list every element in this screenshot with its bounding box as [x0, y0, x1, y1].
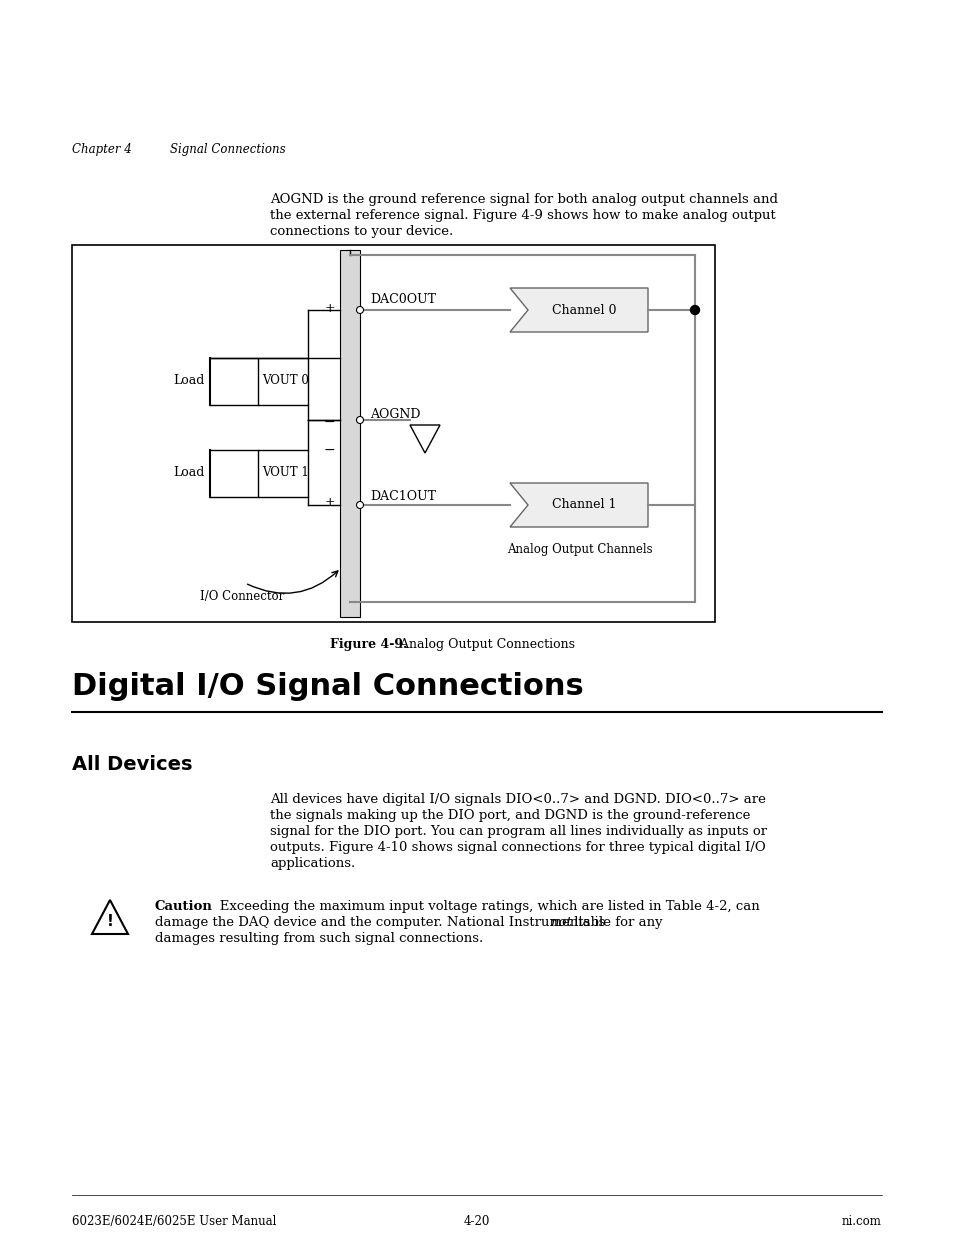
Text: signal for the DIO port. You can program all lines individually as inputs or: signal for the DIO port. You can program… [270, 825, 766, 839]
Text: +: + [324, 496, 335, 510]
Text: DAC1OUT: DAC1OUT [370, 490, 436, 503]
Text: VOUT 1: VOUT 1 [262, 467, 309, 479]
Text: All Devices: All Devices [71, 755, 193, 774]
Polygon shape [410, 425, 439, 453]
Text: applications.: applications. [270, 857, 355, 869]
Text: outputs. Figure 4-10 shows signal connections for three typical digital I/O: outputs. Figure 4-10 shows signal connec… [270, 841, 765, 853]
Circle shape [356, 501, 363, 509]
Text: Chapter 4: Chapter 4 [71, 143, 132, 156]
Text: ni.com: ni.com [841, 1215, 882, 1228]
Text: connections to your device.: connections to your device. [270, 225, 453, 238]
Text: Load: Load [173, 374, 205, 388]
Text: Exceeding the maximum input voltage ratings, which are listed in Table 4-2, can: Exceeding the maximum input voltage rati… [207, 900, 759, 913]
Bar [71, 245, 714, 622]
Polygon shape [510, 288, 647, 332]
Bar [257, 450, 308, 496]
Circle shape [690, 305, 699, 315]
Text: DAC0OUT: DAC0OUT [370, 293, 436, 306]
Circle shape [356, 416, 363, 424]
Text: not: not [550, 916, 571, 929]
Text: −: − [323, 415, 335, 429]
Polygon shape [510, 483, 647, 527]
Text: VOUT 0: VOUT 0 [262, 374, 309, 388]
Text: the external reference signal. Figure 4-9 shows how to make analog output: the external reference signal. Figure 4-… [270, 209, 775, 222]
Text: the signals making up the DIO port, and DGND is the ground-reference: the signals making up the DIO port, and … [270, 809, 750, 823]
Text: AOGND is the ground reference signal for both analog output channels and: AOGND is the ground reference signal for… [270, 193, 778, 206]
Text: Analog Output Connections: Analog Output Connections [392, 638, 575, 651]
Text: damages resulting from such signal connections.: damages resulting from such signal conne… [154, 932, 483, 945]
Text: Load: Load [173, 467, 205, 479]
Text: +: + [324, 301, 335, 315]
Text: 6023E/6024E/6025E User Manual: 6023E/6024E/6025E User Manual [71, 1215, 276, 1228]
Text: All devices have digital I/O signals DIO<0..7> and DGND. DIO<0..7> are: All devices have digital I/O signals DIO… [270, 793, 765, 806]
Text: AOGND: AOGND [370, 408, 420, 421]
Text: Signal Connections: Signal Connections [170, 143, 285, 156]
Polygon shape [91, 900, 128, 934]
Text: Channel 1: Channel 1 [551, 499, 616, 511]
Text: I/O Connector: I/O Connector [200, 590, 284, 603]
Text: Digital I/O Signal Connections: Digital I/O Signal Connections [71, 672, 583, 701]
Circle shape [356, 306, 363, 314]
Text: !: ! [107, 914, 113, 930]
Text: −: − [323, 443, 335, 457]
Bar [339, 249, 359, 618]
Text: 4-20: 4-20 [463, 1215, 490, 1228]
Text: Figure 4-9.: Figure 4-9. [330, 638, 407, 651]
Bar [257, 358, 308, 405]
Text: Caution: Caution [154, 900, 213, 913]
Text: liable for any: liable for any [569, 916, 662, 929]
Text: damage the DAQ device and the computer. National Instruments is: damage the DAQ device and the computer. … [154, 916, 609, 929]
Text: Analog Output Channels: Analog Output Channels [507, 543, 652, 556]
Text: Channel 0: Channel 0 [551, 304, 616, 316]
